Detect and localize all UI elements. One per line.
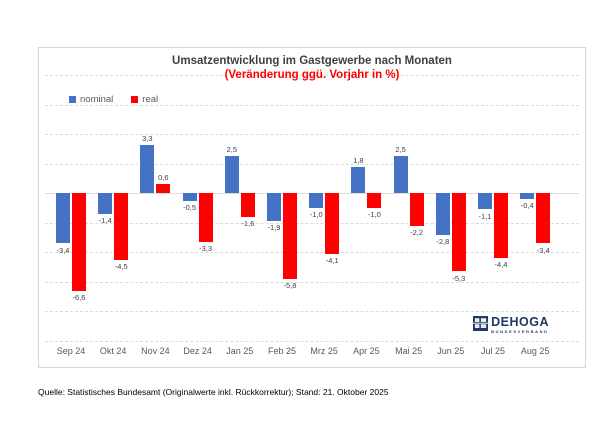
value-label-nominal: -0,4 xyxy=(512,201,542,210)
value-label-real: -1,0 xyxy=(359,210,389,219)
value-label-nominal: -0,5 xyxy=(175,203,205,212)
bar-real xyxy=(114,193,128,260)
source-note: Quelle: Statistisches Bundesamt (Origina… xyxy=(38,387,389,397)
nominal-swatch-icon xyxy=(69,96,76,103)
bar-nominal xyxy=(183,193,197,200)
bar-real xyxy=(283,193,297,279)
bar-real xyxy=(199,193,213,242)
chart-title: Umsatzentwicklung im Gastgewerbe nach Mo… xyxy=(39,55,585,67)
value-label-real: -6,6 xyxy=(64,293,94,302)
bar-real xyxy=(367,193,381,208)
value-label-real: -3,4 xyxy=(528,246,558,255)
dehoga-crest-icon xyxy=(473,316,488,331)
dehoga-logo-text: DEHOGA BUNDESVERBAND xyxy=(491,316,549,334)
gridline xyxy=(45,341,579,342)
value-label-nominal: 3,3 xyxy=(132,134,162,143)
value-label-nominal: -1,4 xyxy=(90,216,120,225)
value-label-nominal: -1,0 xyxy=(301,210,331,219)
value-label-real: -4,4 xyxy=(486,260,516,269)
value-label-nominal: -1,9 xyxy=(259,223,289,232)
real-swatch-icon xyxy=(131,96,138,103)
bar-nominal xyxy=(478,193,492,209)
bar-real xyxy=(410,193,424,226)
chart-panel: Umsatzentwicklung im Gastgewerbe nach Mo… xyxy=(38,47,586,368)
gridline xyxy=(45,134,579,135)
dehoga-logo-subtitle: BUNDESVERBAND xyxy=(491,330,549,334)
x-tick-label: Aug 25 xyxy=(509,346,561,356)
gridline xyxy=(45,164,579,165)
gridline xyxy=(45,311,579,312)
bar-nominal xyxy=(56,193,70,243)
legend-item-nominal: nominal xyxy=(69,94,113,105)
dehoga-logo-name: DEHOGA xyxy=(491,316,549,329)
legend-label-real: real xyxy=(142,94,158,105)
bar-nominal xyxy=(225,156,239,193)
value-label-real: -4,1 xyxy=(317,256,347,265)
value-label-real: -3,3 xyxy=(191,244,221,253)
bar-real xyxy=(452,193,466,271)
bar-real xyxy=(494,193,508,258)
value-label-real: -4,5 xyxy=(106,262,136,271)
bar-nominal xyxy=(394,156,408,193)
bar-real xyxy=(241,193,255,217)
value-label-nominal: 2,5 xyxy=(386,145,416,154)
value-label-nominal: -2,8 xyxy=(428,237,458,246)
page: Umsatzentwicklung im Gastgewerbe nach Mo… xyxy=(0,0,610,432)
bar-real xyxy=(156,184,170,193)
bar-nominal xyxy=(436,193,450,234)
bar-nominal xyxy=(351,167,365,194)
bar-real xyxy=(72,193,86,291)
bar-nominal xyxy=(140,145,154,194)
gridline xyxy=(45,282,579,283)
value-label-real: -2,2 xyxy=(402,228,432,237)
value-label-nominal: 2,5 xyxy=(217,145,247,154)
legend-label-nominal: nominal xyxy=(80,94,113,105)
value-label-real: -5,8 xyxy=(275,281,305,290)
bar-nominal xyxy=(267,193,281,221)
chart-subtitle: (Veränderung ggü. Vorjahr in %) xyxy=(39,69,585,81)
bar-nominal xyxy=(309,193,323,208)
dehoga-logo: DEHOGA BUNDESVERBAND xyxy=(473,316,549,334)
legend: nominal real xyxy=(63,94,164,105)
value-label-nominal: -3,4 xyxy=(48,246,78,255)
value-label-nominal: -1,1 xyxy=(470,212,500,221)
value-label-real: -5,3 xyxy=(444,274,474,283)
legend-item-real: real xyxy=(131,94,158,105)
bar-real xyxy=(325,193,339,254)
value-label-nominal: 1,8 xyxy=(343,156,373,165)
bar-nominal xyxy=(98,193,112,214)
value-label-real: 0,6 xyxy=(148,173,178,182)
bar-nominal xyxy=(520,193,534,199)
